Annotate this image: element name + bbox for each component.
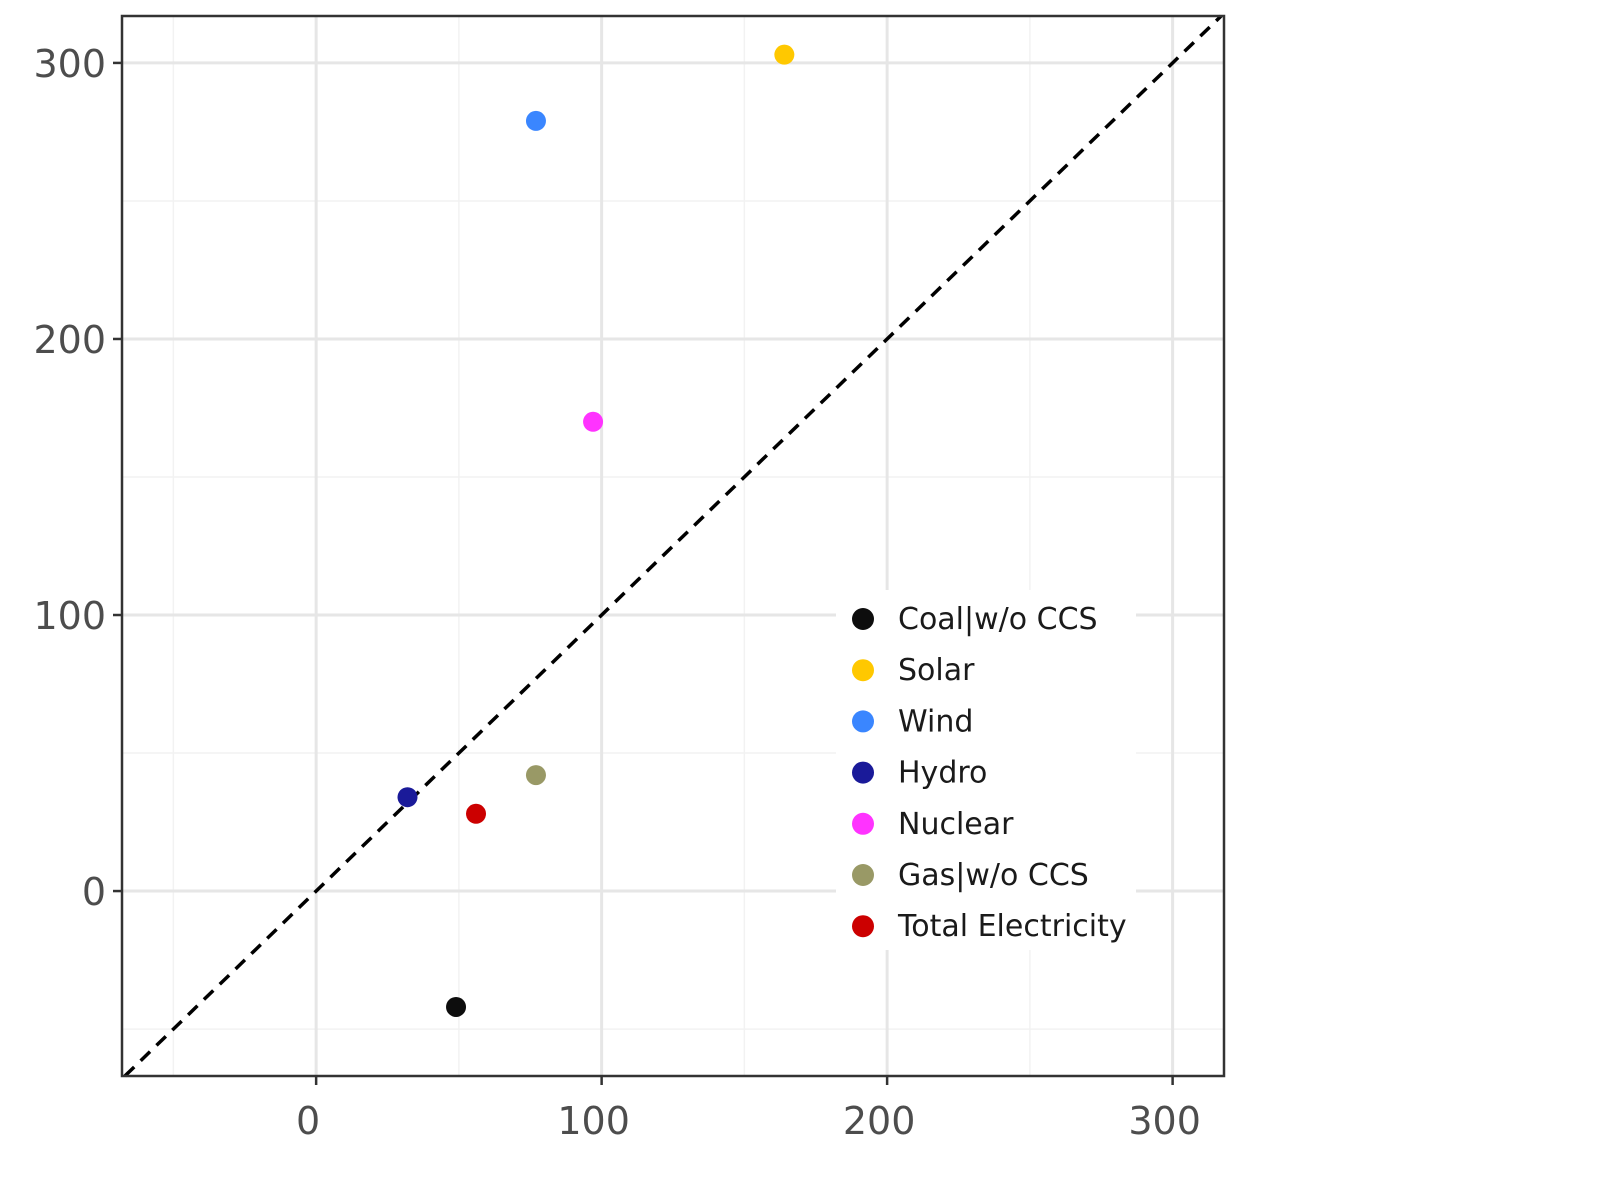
legend-background bbox=[836, 590, 1136, 950]
x-axis: 0 100 200 300 bbox=[296, 1076, 1201, 1143]
data-points bbox=[397, 44, 795, 1017]
legend: Coal|w/o CCS Solar Wind Hydro Nuclear Gas|w/o… bbox=[836, 590, 1136, 950]
data-point bbox=[525, 765, 546, 786]
x-tick-label: 300 bbox=[1128, 1099, 1201, 1143]
legend-key bbox=[852, 761, 874, 784]
y-tick-label: 200 bbox=[33, 318, 106, 362]
legend-label: Gas|w/o CCS bbox=[898, 858, 1089, 893]
legend-key bbox=[852, 915, 874, 938]
data-point bbox=[466, 803, 487, 824]
legend-key bbox=[852, 608, 874, 630]
data-point bbox=[583, 411, 604, 432]
legend-label: Hydro bbox=[898, 756, 987, 791]
plot-border bbox=[120, 14, 1226, 1078]
y-axis: 0 100 200 300 bbox=[33, 42, 122, 914]
legend-key bbox=[852, 659, 874, 682]
x-tick-label: 0 bbox=[296, 1099, 320, 1143]
x-tick-label: 200 bbox=[843, 1099, 916, 1143]
legend-key bbox=[852, 812, 874, 835]
y-tick-label: 100 bbox=[33, 594, 106, 638]
legend-key bbox=[852, 710, 874, 733]
x-tick-label: 100 bbox=[557, 1099, 630, 1143]
y-tick-label: 0 bbox=[82, 870, 106, 914]
data-point bbox=[774, 44, 795, 65]
data-point bbox=[446, 996, 467, 1017]
legend-label: Nuclear bbox=[898, 807, 1014, 842]
legend-label: Wind bbox=[898, 704, 973, 739]
legend-label: Coal|w/o CCS bbox=[898, 602, 1098, 637]
reference-line bbox=[123, 14, 1223, 1078]
y-tick-label: 300 bbox=[33, 42, 106, 86]
legend-label: Solar bbox=[898, 653, 975, 688]
data-point bbox=[525, 110, 546, 131]
legend-label: Total Electricity bbox=[897, 909, 1127, 944]
data-point bbox=[397, 787, 418, 808]
legend-key bbox=[852, 864, 874, 886]
